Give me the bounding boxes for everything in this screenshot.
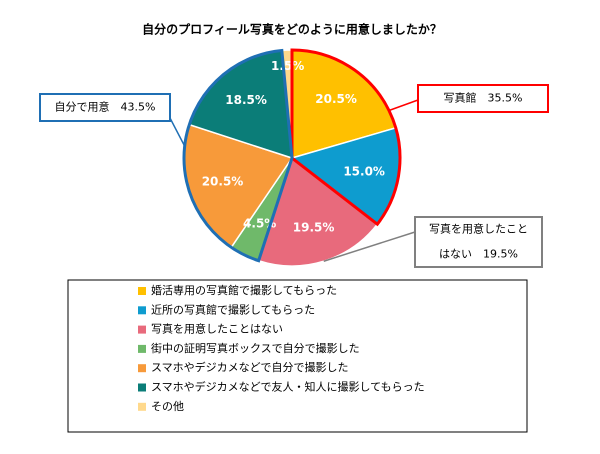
legend-label: 近所の写真館で撮影してもらった bbox=[151, 302, 315, 316]
data-label: 4.5% bbox=[243, 216, 276, 230]
legend-label: 写真を用意したことはない bbox=[151, 322, 283, 336]
leader-line bbox=[169, 117, 186, 147]
legend-swatch bbox=[138, 325, 146, 334]
data-label: 18.5% bbox=[225, 93, 267, 107]
legend-label: スマホやデジカメなどで自分で撮影した bbox=[151, 360, 348, 374]
legend-label: 婚活専用の写真館で撮影してもらった bbox=[151, 283, 337, 297]
callout-text: 自分で用意 43.5% bbox=[55, 100, 156, 114]
callout-box bbox=[414, 216, 543, 268]
legend-swatch bbox=[138, 383, 146, 392]
chart-title: 自分のプロフィール写真をどのように用意しましたか？ bbox=[142, 22, 442, 37]
callout-text: 写真館 35.5% bbox=[444, 91, 523, 105]
callout-box bbox=[417, 84, 549, 113]
data-label: 20.5% bbox=[315, 92, 357, 106]
data-label: 15.0% bbox=[343, 164, 385, 178]
group-outline bbox=[182, 48, 294, 263]
data-label: 20.5% bbox=[202, 174, 244, 188]
callout-box bbox=[39, 93, 171, 122]
data-label: 1.5% bbox=[271, 59, 304, 73]
leader-line bbox=[388, 99, 419, 112]
legend-label: 街中の証明写真ボックスで自分で撮影した bbox=[151, 341, 360, 355]
legend-swatch bbox=[138, 402, 146, 411]
data-label: 19.5% bbox=[293, 221, 335, 235]
legend-label: スマホやデジカメなどで友人・知人に撮影してもらった bbox=[151, 380, 425, 394]
legend-label: その他 bbox=[151, 400, 184, 413]
legend-swatch bbox=[138, 287, 146, 295]
callout-text: はない 19.5% bbox=[439, 248, 518, 261]
legend-swatch bbox=[138, 306, 146, 315]
legend-swatch bbox=[138, 364, 146, 373]
callout-text: 写真を用意したこと bbox=[429, 222, 528, 236]
legend-swatch bbox=[138, 344, 146, 353]
leader-line bbox=[323, 231, 416, 262]
